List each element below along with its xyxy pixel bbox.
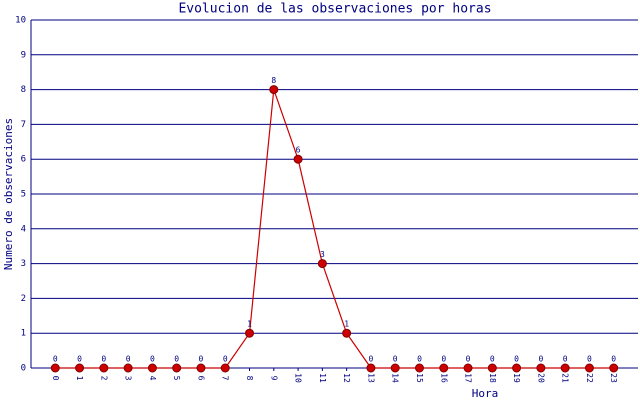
y-tick-label: 4 [21, 224, 26, 234]
data-label: 1 [344, 320, 349, 329]
x-tick-label: 13 [366, 373, 375, 383]
data-label: 3 [320, 250, 325, 259]
data-label: 0 [538, 355, 543, 364]
x-tick-label: 1 [75, 376, 84, 381]
y-axis-label: Numero de observaciones [2, 118, 15, 270]
y-tick-label: 3 [21, 259, 26, 269]
marker [487, 363, 497, 373]
y-tick-label: 10 [15, 16, 26, 26]
data-label: 6 [296, 146, 301, 155]
marker [269, 85, 279, 95]
x-tick-label: 19 [512, 373, 521, 383]
x-tick-label: 21 [561, 373, 570, 383]
x-tick-label: 5 [172, 376, 181, 381]
chart-title: Evolucion de las observaciones por horas [178, 2, 491, 17]
x-tick-label: 23 [609, 373, 618, 383]
data-label: 0 [369, 355, 374, 364]
x-tick-label: 18 [488, 373, 497, 383]
x-tick-label: 12 [342, 373, 351, 383]
data-label: 0 [77, 355, 82, 364]
marker [50, 363, 60, 373]
x-tick-label: 0 [51, 376, 60, 381]
data-label: 0 [150, 355, 155, 364]
y-tick-label: 2 [21, 294, 26, 304]
marker [536, 363, 546, 373]
y-tick-label: 5 [21, 190, 26, 200]
x-tick-label: 9 [269, 376, 278, 381]
data-label: 0 [466, 355, 471, 364]
marker [560, 363, 570, 373]
y-tick-label: 9 [21, 50, 26, 60]
x-tick-label: 8 [245, 376, 254, 381]
x-tick-label: 20 [536, 373, 545, 383]
marker [172, 363, 182, 373]
data-label: 8 [271, 76, 276, 85]
marker [390, 363, 400, 373]
marker [609, 363, 619, 373]
x-tick-label: 10 [294, 373, 303, 383]
data-label: 0 [53, 355, 58, 364]
marker [463, 363, 473, 373]
marker [293, 154, 303, 164]
data-label: 0 [223, 355, 228, 364]
data-label: 0 [563, 355, 568, 364]
data-label: 0 [126, 355, 131, 364]
x-tick-label: 6 [196, 376, 205, 381]
y-tick-label: 8 [21, 85, 26, 95]
marker [512, 363, 522, 373]
marker [439, 363, 449, 373]
x-tick-label: 22 [585, 373, 594, 383]
data-label: 0 [417, 355, 422, 364]
marker [584, 363, 594, 373]
data-label: 0 [490, 355, 495, 364]
y-tick-label: 6 [21, 155, 26, 165]
data-label: 0 [441, 355, 446, 364]
x-tick-label: 2 [99, 376, 108, 381]
x-tick-label: 16 [439, 373, 448, 383]
x-tick-label: 4 [148, 376, 157, 381]
y-tick-label: 1 [21, 329, 26, 339]
marker [342, 328, 352, 338]
y-tick-label: 7 [21, 120, 26, 130]
x-tick-label: 3 [124, 376, 133, 381]
x-axis-label: Hora [472, 387, 499, 400]
data-label: 0 [101, 355, 106, 364]
data-label: 0 [587, 355, 592, 364]
data-label: 0 [393, 355, 398, 364]
marker [245, 328, 255, 338]
y-tick-label: 0 [21, 364, 26, 374]
marker [123, 363, 133, 373]
marker [75, 363, 85, 373]
marker [99, 363, 109, 373]
marker [414, 363, 424, 373]
x-tick-label: 15 [415, 373, 424, 383]
x-tick-label: 11 [318, 373, 327, 383]
data-label: 0 [174, 355, 179, 364]
x-tick-label: 17 [464, 373, 473, 383]
marker [220, 363, 230, 373]
marker [366, 363, 376, 373]
x-tick-label: 14 [391, 373, 400, 383]
data-label: 1 [247, 320, 252, 329]
data-label: 0 [199, 355, 204, 364]
marker [196, 363, 206, 373]
marker [147, 363, 157, 373]
data-label: 0 [611, 355, 616, 364]
x-tick-label: 7 [221, 376, 230, 381]
marker [317, 259, 327, 269]
data-label: 0 [514, 355, 519, 364]
